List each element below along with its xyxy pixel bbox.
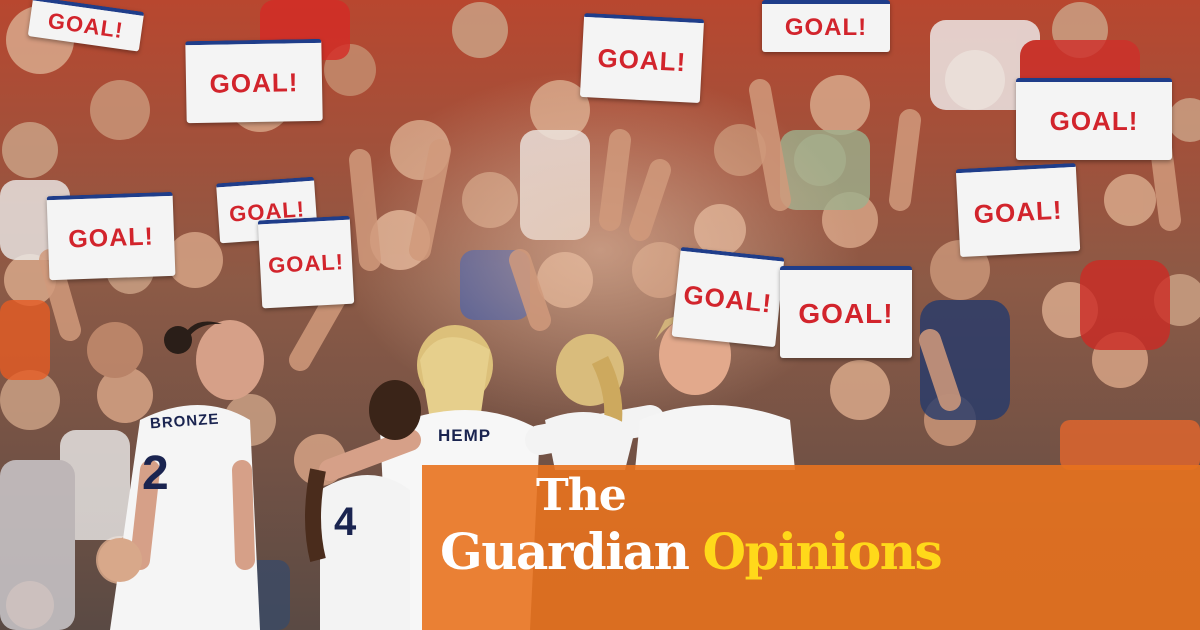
brand-line-the: The bbox=[536, 470, 627, 521]
brand-logo: Guardian Opinions bbox=[440, 522, 943, 581]
player-number: 2 bbox=[142, 447, 169, 500]
goal-sign: GOAL! bbox=[671, 246, 785, 348]
goal-sign: GOAL! bbox=[955, 162, 1081, 258]
player-name: HEMP bbox=[438, 426, 492, 445]
goal-sign: GOAL! bbox=[257, 215, 355, 309]
goal-sign: GOAL! bbox=[780, 266, 912, 358]
goal-sign: GOAL! bbox=[762, 0, 890, 52]
section-word-opinions: Opinions bbox=[702, 522, 943, 581]
goal-sign: GOAL! bbox=[46, 191, 176, 281]
brand-word-guardian: Guardian bbox=[440, 522, 690, 581]
brand-overlay bbox=[422, 465, 1200, 630]
goal-sign: GOAL! bbox=[579, 12, 705, 104]
goal-sign: GOAL! bbox=[185, 38, 323, 124]
goal-sign: GOAL! bbox=[1016, 78, 1172, 160]
player-number: 4 bbox=[334, 500, 357, 544]
